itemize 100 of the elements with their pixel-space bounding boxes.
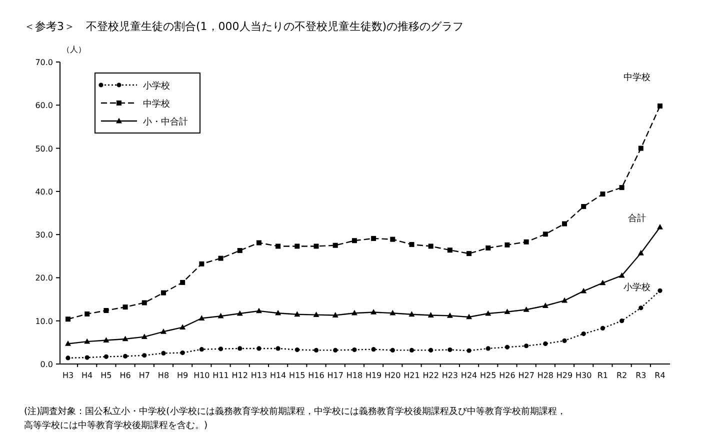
point [620,318,624,324]
point [638,146,644,151]
point [141,334,148,340]
point [84,311,90,316]
point [142,300,147,306]
point [408,311,415,317]
point [524,344,529,348]
point [600,326,606,330]
point [199,347,204,352]
point [332,312,338,318]
point [447,248,452,253]
point [66,316,70,322]
x-tick-label: H14 [270,371,286,380]
y-tick-label: 0.0 [40,360,53,369]
point [180,350,185,356]
point [351,310,358,316]
x-tick-label: H29 [556,371,573,380]
point [409,242,414,247]
x-tick-label: H7 [138,371,150,380]
point [238,346,242,351]
point [142,353,147,358]
x-tick-label: H26 [499,371,516,380]
x-tick-label: H12 [232,371,248,380]
point [160,328,166,334]
point [294,347,300,352]
point [466,251,472,256]
point [504,242,510,248]
x-tick-label: H5 [100,371,112,380]
point [332,242,338,248]
point [486,245,491,250]
point [562,221,568,226]
point [542,232,548,237]
point [466,314,472,320]
point [276,346,280,351]
point [658,288,662,293]
point [446,312,453,318]
x-tick-label: H30 [576,371,592,380]
point [428,244,434,249]
point [84,355,90,360]
point [103,337,110,342]
y-tick-label: 10.0 [35,316,53,326]
point [638,306,644,310]
annotation: 中学校 [624,72,650,83]
point [237,248,242,254]
point [276,244,281,249]
y-tick-label: 60.0 [35,101,53,110]
point [352,238,357,244]
x-tick-label: R2 [616,371,628,380]
point [600,280,606,286]
x-tick-label: H23 [442,371,458,380]
x-tick-label: H15 [289,371,306,380]
point [390,236,396,242]
point [352,347,357,352]
point [161,350,166,356]
x-tick-label: H8 [158,371,170,380]
point [485,310,492,316]
point [658,104,662,109]
y-tick-label: 30.0 [35,230,53,240]
point [104,354,108,359]
point [580,288,587,294]
point [218,346,224,352]
x-tick-label: H11 [212,371,229,380]
point [581,332,586,336]
point [122,354,128,359]
x-tick-label: R1 [597,371,608,380]
point [409,348,414,352]
point [600,192,606,197]
point [657,224,663,230]
annotation: 合計 [628,213,646,224]
point [180,280,186,285]
point [371,347,376,352]
point [198,315,205,320]
point [160,290,166,296]
point [275,310,282,316]
x-tick-label: H6 [120,371,131,380]
point [122,336,128,342]
point [486,346,490,351]
x-tick-label: H16 [308,371,324,380]
x-tick-label: H10 [194,371,210,380]
point [84,338,90,344]
y-tick-label: 70.0 [35,58,53,67]
point [390,348,395,352]
point [313,312,320,318]
x-tick-label: H19 [365,371,382,380]
chart-title: ＜参考3＞ 不登校児童生徒の割合(1，000人当たりの不登校児童生徒数)の推移のグラフ [24,20,464,33]
y-tick-label: 50.0 [35,144,53,154]
point [66,356,70,360]
point [371,236,376,241]
point [428,348,434,352]
point [218,256,224,261]
point [256,240,262,246]
x-tick-label: H22 [422,371,439,380]
x-tick-label: H28 [537,371,554,380]
point [122,304,128,310]
point [504,344,510,350]
legend-label: 小・中合計 [143,116,188,128]
x-tick-label: H9 [177,371,188,380]
text: (注)調査対象：国公私立小・中学校(小学校には義務教育学校前期課程，中学校には義務教育学校後期課程及び中等教育学校前期課程， [24,406,566,417]
point [294,311,300,317]
x-tick-label: H25 [480,371,496,380]
